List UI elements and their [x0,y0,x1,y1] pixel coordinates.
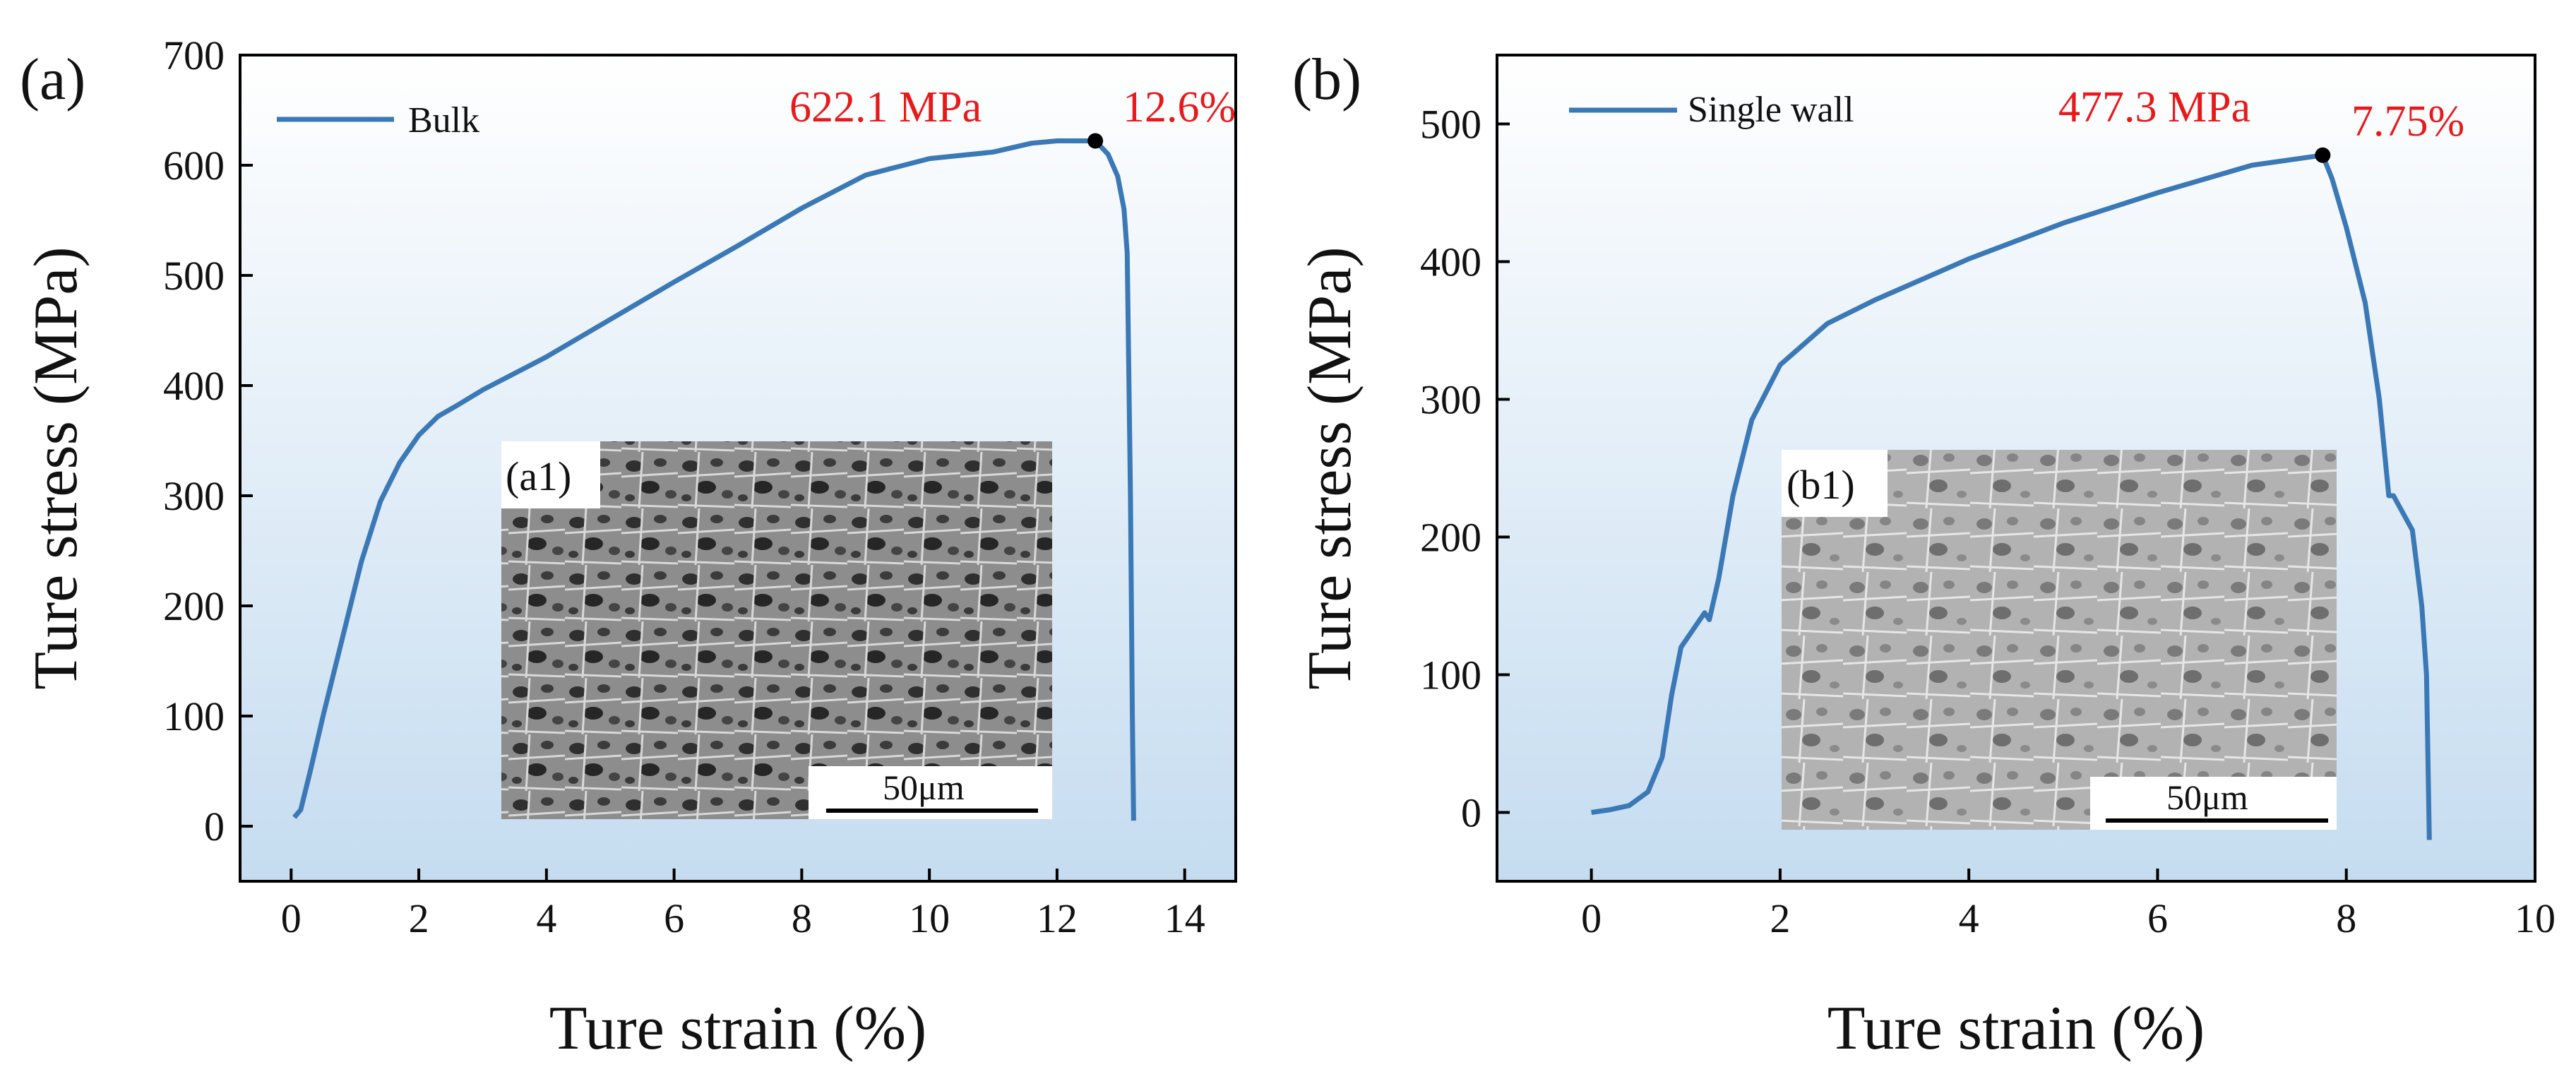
peak-a-stress-label: 622.1 MPa [789,83,982,131]
peak-a-strain-label: 12.6% [1123,83,1236,131]
x-tick-label: 14 [1164,895,1205,941]
y-tick-label: 700 [163,32,225,78]
peak-point-a [1087,133,1104,149]
panel-a-label: (a) [20,47,85,112]
x-axis-title-a: Ture strain (%) [549,994,926,1063]
y-tick-label: 500 [163,253,225,299]
x-tick-label: 0 [1581,895,1602,941]
y-tick-label: 100 [1420,652,1481,698]
inset-a1-label-box [501,441,600,508]
plot-b-ticks [1497,122,2536,881]
x-tick-label: 12 [1037,895,1078,941]
y-tick-label: 100 [163,693,225,739]
inset-b1-label-box [1782,450,1888,517]
panel-b-label: (b) [1292,47,1361,112]
y-tick-label: 0 [1461,790,1481,836]
y-tick-label: 400 [1420,239,1481,285]
inset-a1-label: (a1) [506,453,571,499]
x-tick-label: 4 [536,895,556,941]
x-tick-label: 10 [2515,895,2556,941]
y-axis-title-a: Ture stress (MPa) [22,246,90,689]
x-tick-label: 8 [792,895,812,941]
peak-point-b [2315,147,2331,163]
plot-a-ticks [240,54,1186,881]
x-tick-label: 6 [664,895,684,941]
inset-b1: (b1) 50μm [1782,450,2337,830]
y-axis-title-b: Ture stress (MPa) [1296,246,1364,689]
x-tick-label: 8 [2336,895,2356,941]
y-tick-label: 200 [163,583,225,629]
peak-b-stress-label: 477.3 MPa [2058,83,2250,131]
y-tick-label: 600 [163,143,225,189]
x-tick-label: 6 [2147,895,2168,941]
series-line-bulk [292,138,1136,821]
x-tick-label: 4 [1959,895,1979,941]
y-tick-label: 0 [204,804,225,849]
x-tick-label: 0 [281,895,302,941]
y-tick-label: 200 [1420,515,1481,561]
inset-a1: (a1) 50μm [501,441,1052,819]
legend-b-label: Single wall [1688,90,1854,130]
y-tick-label: 400 [163,363,225,409]
plot-a-tick-labels: 0 2 4 6 8 10 12 14 0 100 200 300 400 500 600 700 [163,32,1205,941]
scale-bar-b-label: 50μm [2166,777,2248,817]
inset-b1-label: (b1) [1787,462,1855,508]
x-tick-label: 10 [909,895,950,941]
panel-a: (a) 0 2 4 6 8 10 12 14 0 100 200 300 400 500 600 700 Bu… [20,32,1237,1063]
x-tick-label: 2 [1770,895,1790,941]
y-tick-label: 300 [1420,377,1481,423]
x-axis-title-b: Ture strain (%) [1827,994,2205,1063]
x-tick-label: 2 [409,895,429,941]
y-tick-label: 500 [1420,102,1481,148]
peak-b-strain-label: 7.75% [2351,97,2464,145]
series-line-single-wall [1591,153,2432,840]
scale-bar-a-label: 50μm [883,768,965,807]
y-tick-label: 300 [163,473,225,519]
legend-a-label: Bulk [408,100,479,141]
